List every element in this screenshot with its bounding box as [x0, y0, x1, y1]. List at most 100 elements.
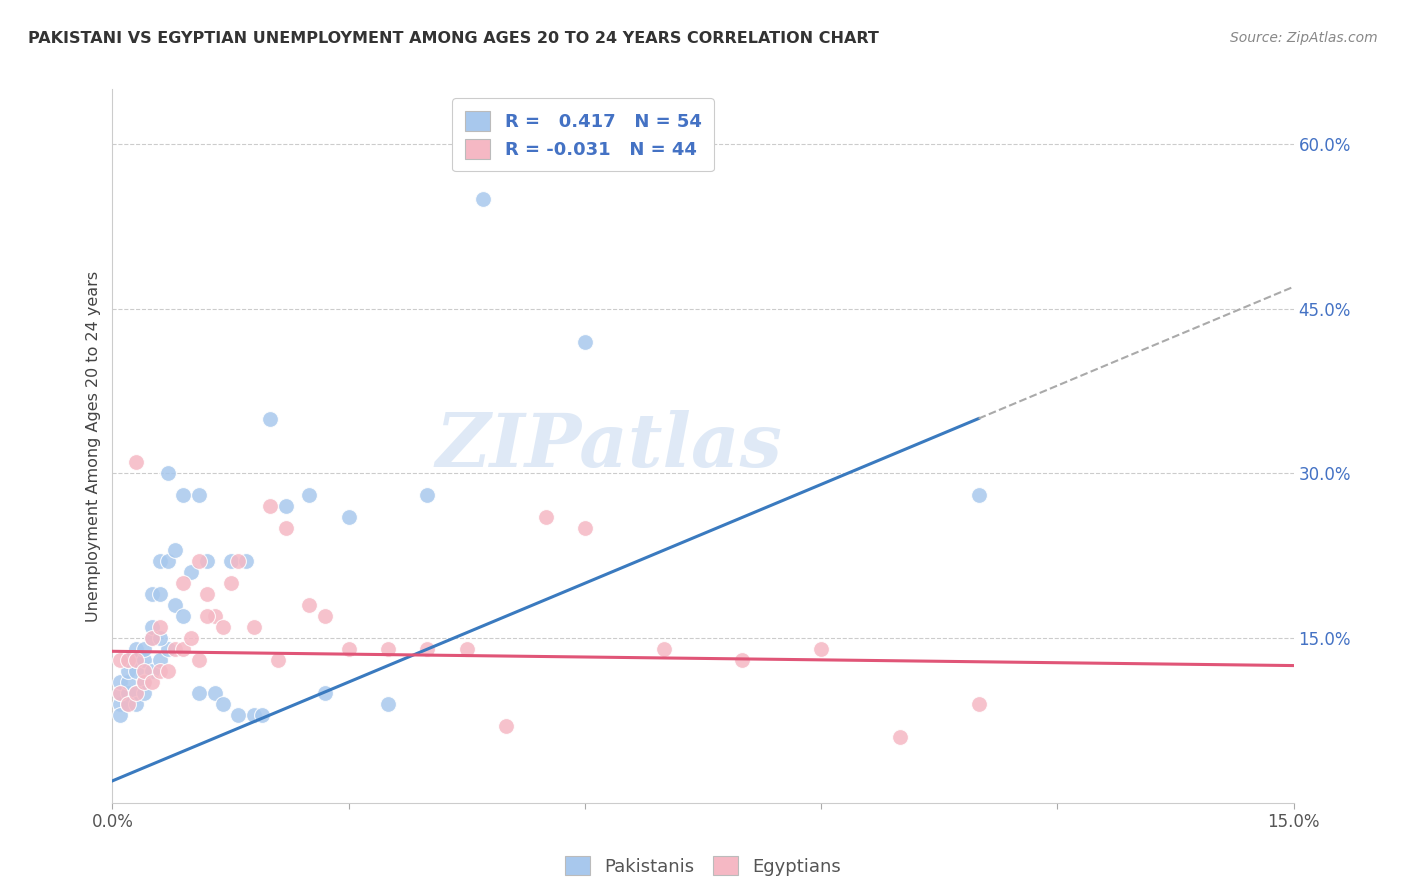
Point	[495, 719, 517, 733]
Point	[377, 697, 399, 711]
Point	[188, 653, 211, 667]
Point	[125, 653, 148, 667]
Point	[274, 500, 297, 514]
Point	[125, 455, 148, 469]
Point	[219, 554, 242, 568]
Text: Source: ZipAtlas.com: Source: ZipAtlas.com	[1230, 31, 1378, 45]
Point	[172, 609, 194, 624]
Point	[149, 653, 172, 667]
Point	[195, 609, 218, 624]
Point	[314, 686, 336, 700]
Point	[156, 554, 179, 568]
Point	[149, 587, 172, 601]
Point	[534, 510, 557, 524]
Point	[243, 620, 266, 634]
Point	[141, 631, 163, 645]
Point	[125, 642, 148, 657]
Point	[149, 620, 172, 634]
Point	[110, 697, 132, 711]
Point	[117, 664, 139, 678]
Point	[298, 598, 321, 612]
Point	[235, 554, 257, 568]
Point	[228, 554, 250, 568]
Point	[156, 664, 179, 678]
Point	[180, 631, 202, 645]
Point	[471, 192, 494, 206]
Point	[188, 686, 211, 700]
Point	[165, 598, 187, 612]
Point	[125, 686, 148, 700]
Point	[337, 510, 360, 524]
Point	[132, 642, 155, 657]
Point	[228, 708, 250, 723]
Point	[117, 697, 139, 711]
Point	[132, 664, 155, 678]
Point	[110, 686, 132, 700]
Point	[204, 686, 226, 700]
Point	[172, 642, 194, 657]
Point	[141, 620, 163, 634]
Point	[267, 653, 290, 667]
Point	[180, 566, 202, 580]
Text: PAKISTANI VS EGYPTIAN UNEMPLOYMENT AMONG AGES 20 TO 24 YEARS CORRELATION CHART: PAKISTANI VS EGYPTIAN UNEMPLOYMENT AMONG…	[28, 31, 879, 46]
Point	[165, 642, 187, 657]
Point	[132, 686, 155, 700]
Point	[652, 642, 675, 657]
Point	[314, 609, 336, 624]
Point	[110, 675, 132, 690]
Point	[298, 488, 321, 502]
Point	[117, 653, 139, 667]
Point	[574, 334, 596, 349]
Point	[243, 708, 266, 723]
Point	[211, 620, 233, 634]
Point	[337, 642, 360, 657]
Point	[156, 467, 179, 481]
Point	[117, 697, 139, 711]
Point	[810, 642, 832, 657]
Point	[117, 686, 139, 700]
Point	[195, 587, 218, 601]
Point	[259, 500, 281, 514]
Point	[110, 686, 132, 700]
Point	[456, 642, 478, 657]
Point	[188, 488, 211, 502]
Point	[149, 631, 172, 645]
Point	[149, 554, 172, 568]
Point	[141, 664, 163, 678]
Point	[117, 675, 139, 690]
Point	[219, 576, 242, 591]
Point	[149, 664, 172, 678]
Y-axis label: Unemployment Among Ages 20 to 24 years: Unemployment Among Ages 20 to 24 years	[86, 270, 101, 622]
Point	[967, 697, 990, 711]
Point	[274, 521, 297, 535]
Point	[141, 675, 163, 690]
Point	[172, 576, 194, 591]
Point	[156, 642, 179, 657]
Legend: Pakistanis, Egyptians: Pakistanis, Egyptians	[554, 845, 852, 887]
Point	[125, 697, 148, 711]
Point	[172, 488, 194, 502]
Point	[132, 675, 155, 690]
Point	[141, 631, 163, 645]
Point	[574, 521, 596, 535]
Point	[889, 730, 911, 744]
Point	[967, 488, 990, 502]
Point	[377, 642, 399, 657]
Point	[250, 708, 273, 723]
Point	[165, 543, 187, 558]
Point	[132, 653, 155, 667]
Point	[195, 554, 218, 568]
Point	[141, 587, 163, 601]
Point	[731, 653, 754, 667]
Point	[211, 697, 233, 711]
Point	[125, 664, 148, 678]
Point	[259, 411, 281, 425]
Point	[110, 708, 132, 723]
Point	[204, 609, 226, 624]
Point	[188, 554, 211, 568]
Point	[125, 686, 148, 700]
Text: ZIPatlas: ZIPatlas	[434, 409, 782, 483]
Point	[416, 642, 439, 657]
Point	[132, 675, 155, 690]
Point	[416, 488, 439, 502]
